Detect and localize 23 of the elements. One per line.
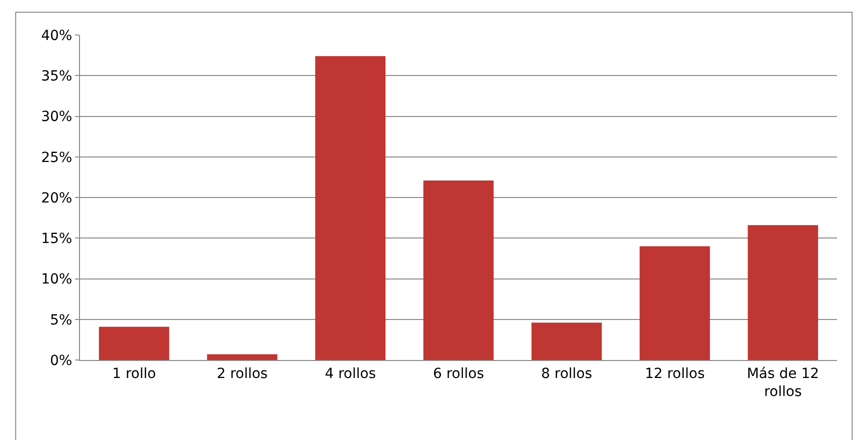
- bar: [640, 246, 710, 360]
- x-tick-label: 2 rollos: [216, 366, 268, 382]
- x-tick-label: 4 rollos: [324, 366, 376, 382]
- y-tick-label: 35%: [41, 68, 72, 85]
- x-tick-label: 12 rollos: [644, 366, 705, 382]
- y-tick-label: 25%: [41, 150, 72, 166]
- y-tick-label: 40%: [41, 28, 72, 44]
- bar: [423, 180, 494, 360]
- bar: [315, 56, 386, 360]
- y-tick-label: 20%: [41, 190, 72, 206]
- bar: [748, 225, 818, 360]
- y-tick-label: 5%: [50, 312, 72, 328]
- bar: [98, 326, 170, 360]
- x-tick-label: 8 rollos: [541, 366, 592, 382]
- bar: [207, 354, 278, 360]
- y-tick-label: 0%: [50, 352, 72, 369]
- y-tick-label: 15%: [41, 231, 72, 248]
- x-tick-label: 1 rollo: [112, 366, 156, 382]
- y-tick-label: 30%: [41, 109, 72, 126]
- y-tick-label: 10%: [41, 272, 72, 288]
- x-tick-label: Más de 12 rollos: [746, 366, 820, 400]
- x-tick-label: 6 rollos: [432, 366, 484, 382]
- bar: [532, 322, 602, 360]
